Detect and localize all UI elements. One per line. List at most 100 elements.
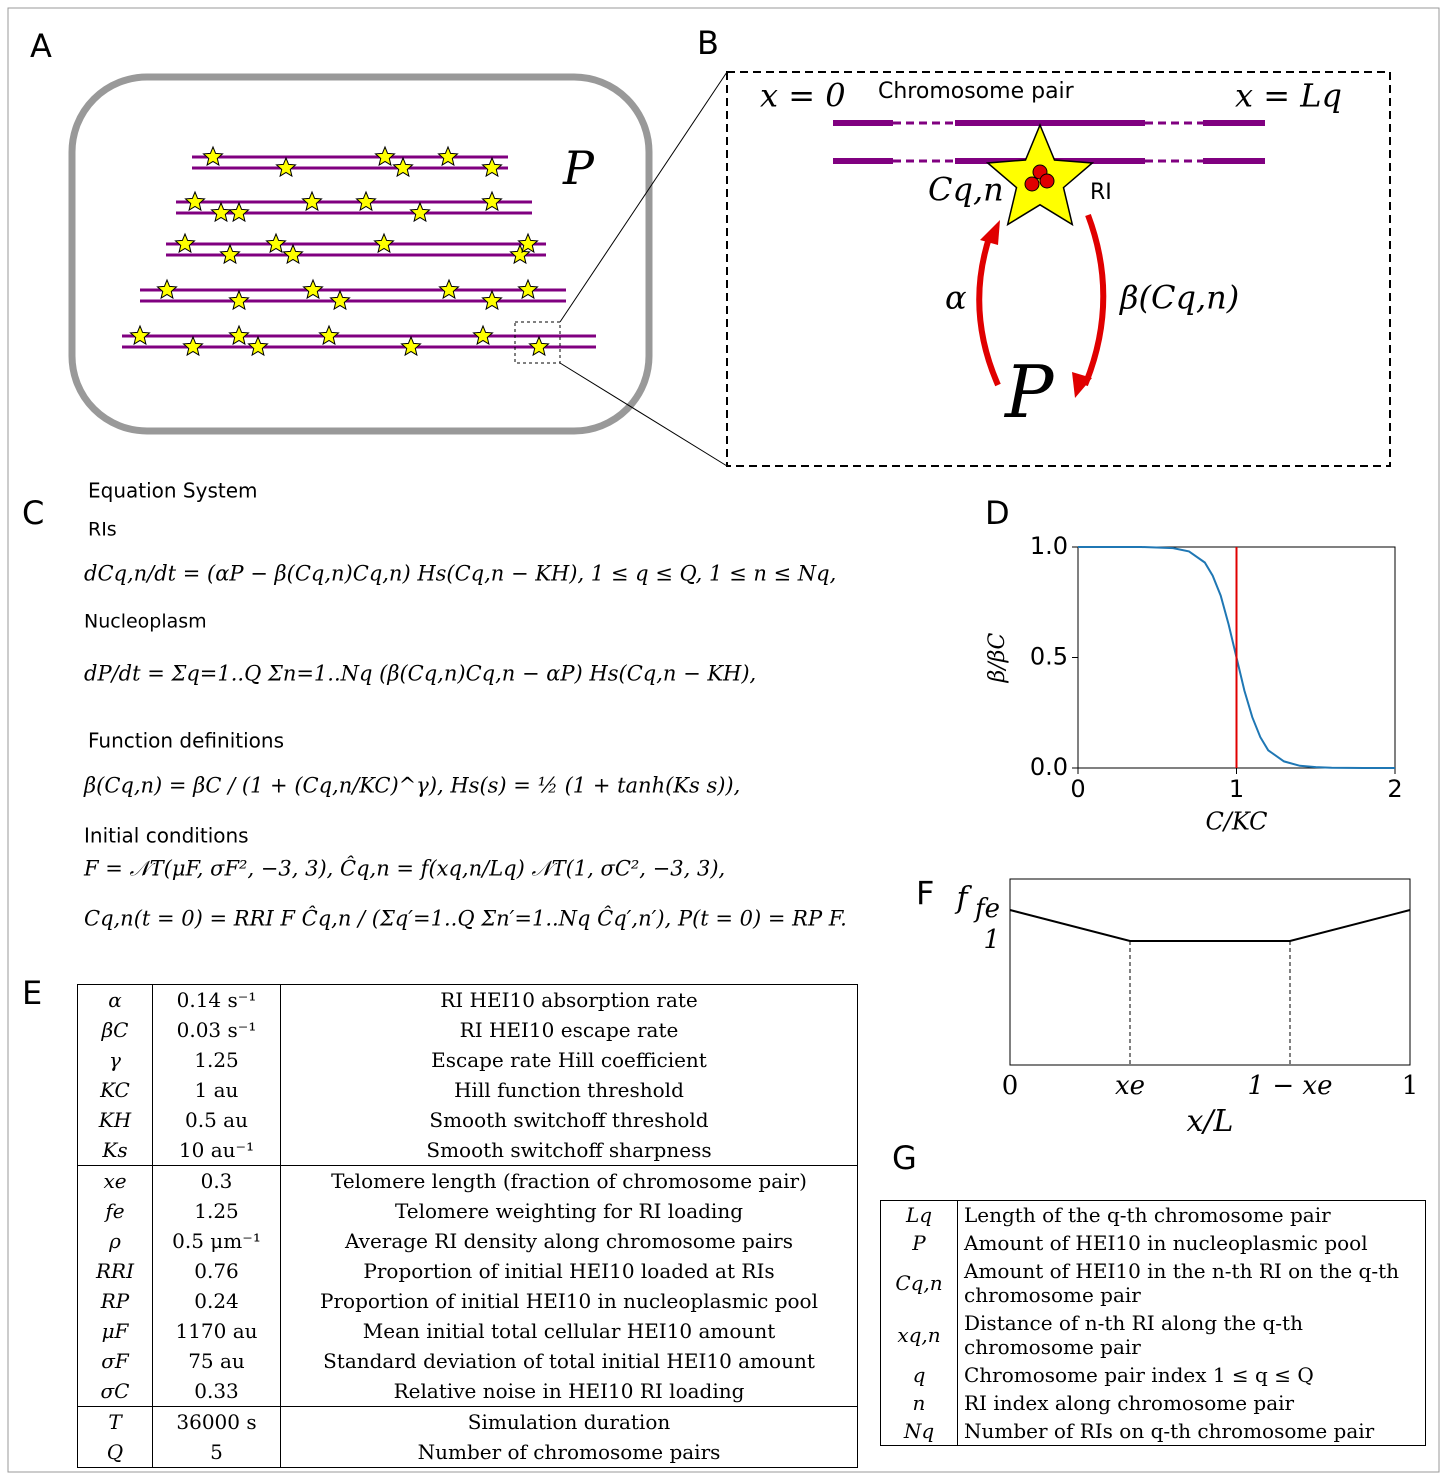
ri-star [376,147,395,165]
cell: RRI [78,1256,153,1286]
y-tick-label: fe [973,894,1000,924]
y-axis-label: β/βC [985,632,1010,683]
cell: Number of RIs on q-th chromosome pair [958,1417,1426,1446]
ri-star [176,234,195,252]
row: fe1.25Telomere weighting for RI loading [78,1196,858,1226]
row: KH0.5 auSmooth switchoff threshold [78,1105,858,1135]
y-tick-label: 0.0 [1030,753,1068,781]
cell: Number of chromosome pairs [281,1437,858,1468]
ri-star [483,291,502,309]
label: RI [1090,180,1112,205]
label: x = Lq [1235,77,1342,115]
panel-label: B [697,24,719,62]
cell: RI HEI10 absorption rate [281,985,858,1016]
cell: fe [78,1196,153,1226]
ri-star [284,245,303,263]
panel-label: E [22,974,42,1012]
cell: Standard deviation of total initial HEI1… [281,1346,858,1376]
cell: 5 [153,1437,281,1468]
ri-star [530,337,549,355]
cell: 0.33 [153,1376,281,1407]
ri-star [212,203,231,221]
cell: Smooth switchoff sharpness [281,1135,858,1166]
cell: μF [78,1316,153,1346]
cell: Smooth switchoff threshold [281,1105,858,1135]
x-tick-label: 0 [1070,775,1085,803]
label: x = 0 [760,77,846,115]
cell: KH [78,1105,153,1135]
ri-star [204,147,223,165]
cell: Q [78,1437,153,1468]
cell: n [881,1389,958,1417]
label: P [1003,350,1055,434]
cell: 1.25 [153,1045,281,1075]
ri-star [267,234,286,252]
panel-label: A [30,27,52,65]
row: σF75 auStandard deviation of total initi… [78,1346,858,1376]
cell: 0.5 au [153,1105,281,1135]
ri-star [131,326,150,344]
cell: Mean initial total cellular HEI10 amount [281,1316,858,1346]
ri-star [230,291,249,309]
cell: σF [78,1346,153,1376]
cell: 36000 s [153,1407,281,1438]
cell: γ [78,1045,153,1075]
panel-label: D [985,494,1010,532]
ri-star [277,158,296,176]
page: x = 0 Chromosome pair x = Lq Cq,n RI α β… [0,0,1447,1480]
row: σC0.33Relative noise in HEI10 RI loading [78,1376,858,1407]
cell: 10 au⁻¹ [153,1135,281,1166]
ri-star [304,280,323,298]
cell: Cq,n [881,1257,958,1309]
row: nRI index along chromosome pair [881,1389,1426,1417]
chromosomes [122,147,596,355]
cell: 0.14 s⁻¹ [153,985,281,1016]
heading: RIs [88,519,117,541]
cell: q [881,1361,958,1389]
ri-star [320,326,339,344]
cell: KC [78,1075,153,1105]
equation: β(Cq,n) = βC / (1 + (Cq,n/KC)^γ), Hs(s) … [83,774,740,798]
arrowhead [980,220,1000,245]
x-axis-label: x/L [1187,1104,1234,1139]
cell: Amount of HEI10 in nucleoplasmic pool [958,1229,1426,1257]
panel-label: F [916,874,934,912]
zoom-panel [727,72,1390,466]
label: α [945,279,967,317]
cell: Chromosome pair index 1 ≤ q ≤ Q [958,1361,1426,1389]
cell: Length of the q-th chromosome pair [958,1201,1426,1230]
ri-star [357,192,376,210]
x-tick-label: xe [1115,1071,1145,1101]
label: β(Cq,n) [1119,279,1239,317]
row: Ks10 au⁻¹Smooth switchoff sharpness [78,1135,858,1166]
heading: Function definitions [88,729,284,753]
y-tick-label: 1.0 [1030,532,1068,560]
ri-star [186,192,205,210]
x-tick-label: 0 [1002,1071,1019,1101]
heading: Initial conditions [84,824,249,848]
cell: 0.3 [153,1166,281,1197]
ri-star [230,203,249,221]
ri-star [439,147,458,165]
ri-star [440,280,459,298]
equation: dCq,n/dt = (αP − β(Cq,n)Cq,n) Hs(Cq,n − … [84,562,836,586]
label: Chromosome pair [878,79,1075,104]
cell: RI HEI10 escape rate [281,1015,858,1045]
symbol-table: LqLength of the q-th chromosome pairPAmo… [880,1200,1426,1446]
ri-star [158,280,177,298]
cell: RI index along chromosome pair [958,1389,1426,1417]
x-axis-label: C/KC [1205,808,1267,836]
ri-star [402,337,421,355]
ri-star [411,203,430,221]
ri-star [331,291,350,309]
cell: Amount of HEI10 in the n-th RI on the q-… [958,1257,1426,1309]
